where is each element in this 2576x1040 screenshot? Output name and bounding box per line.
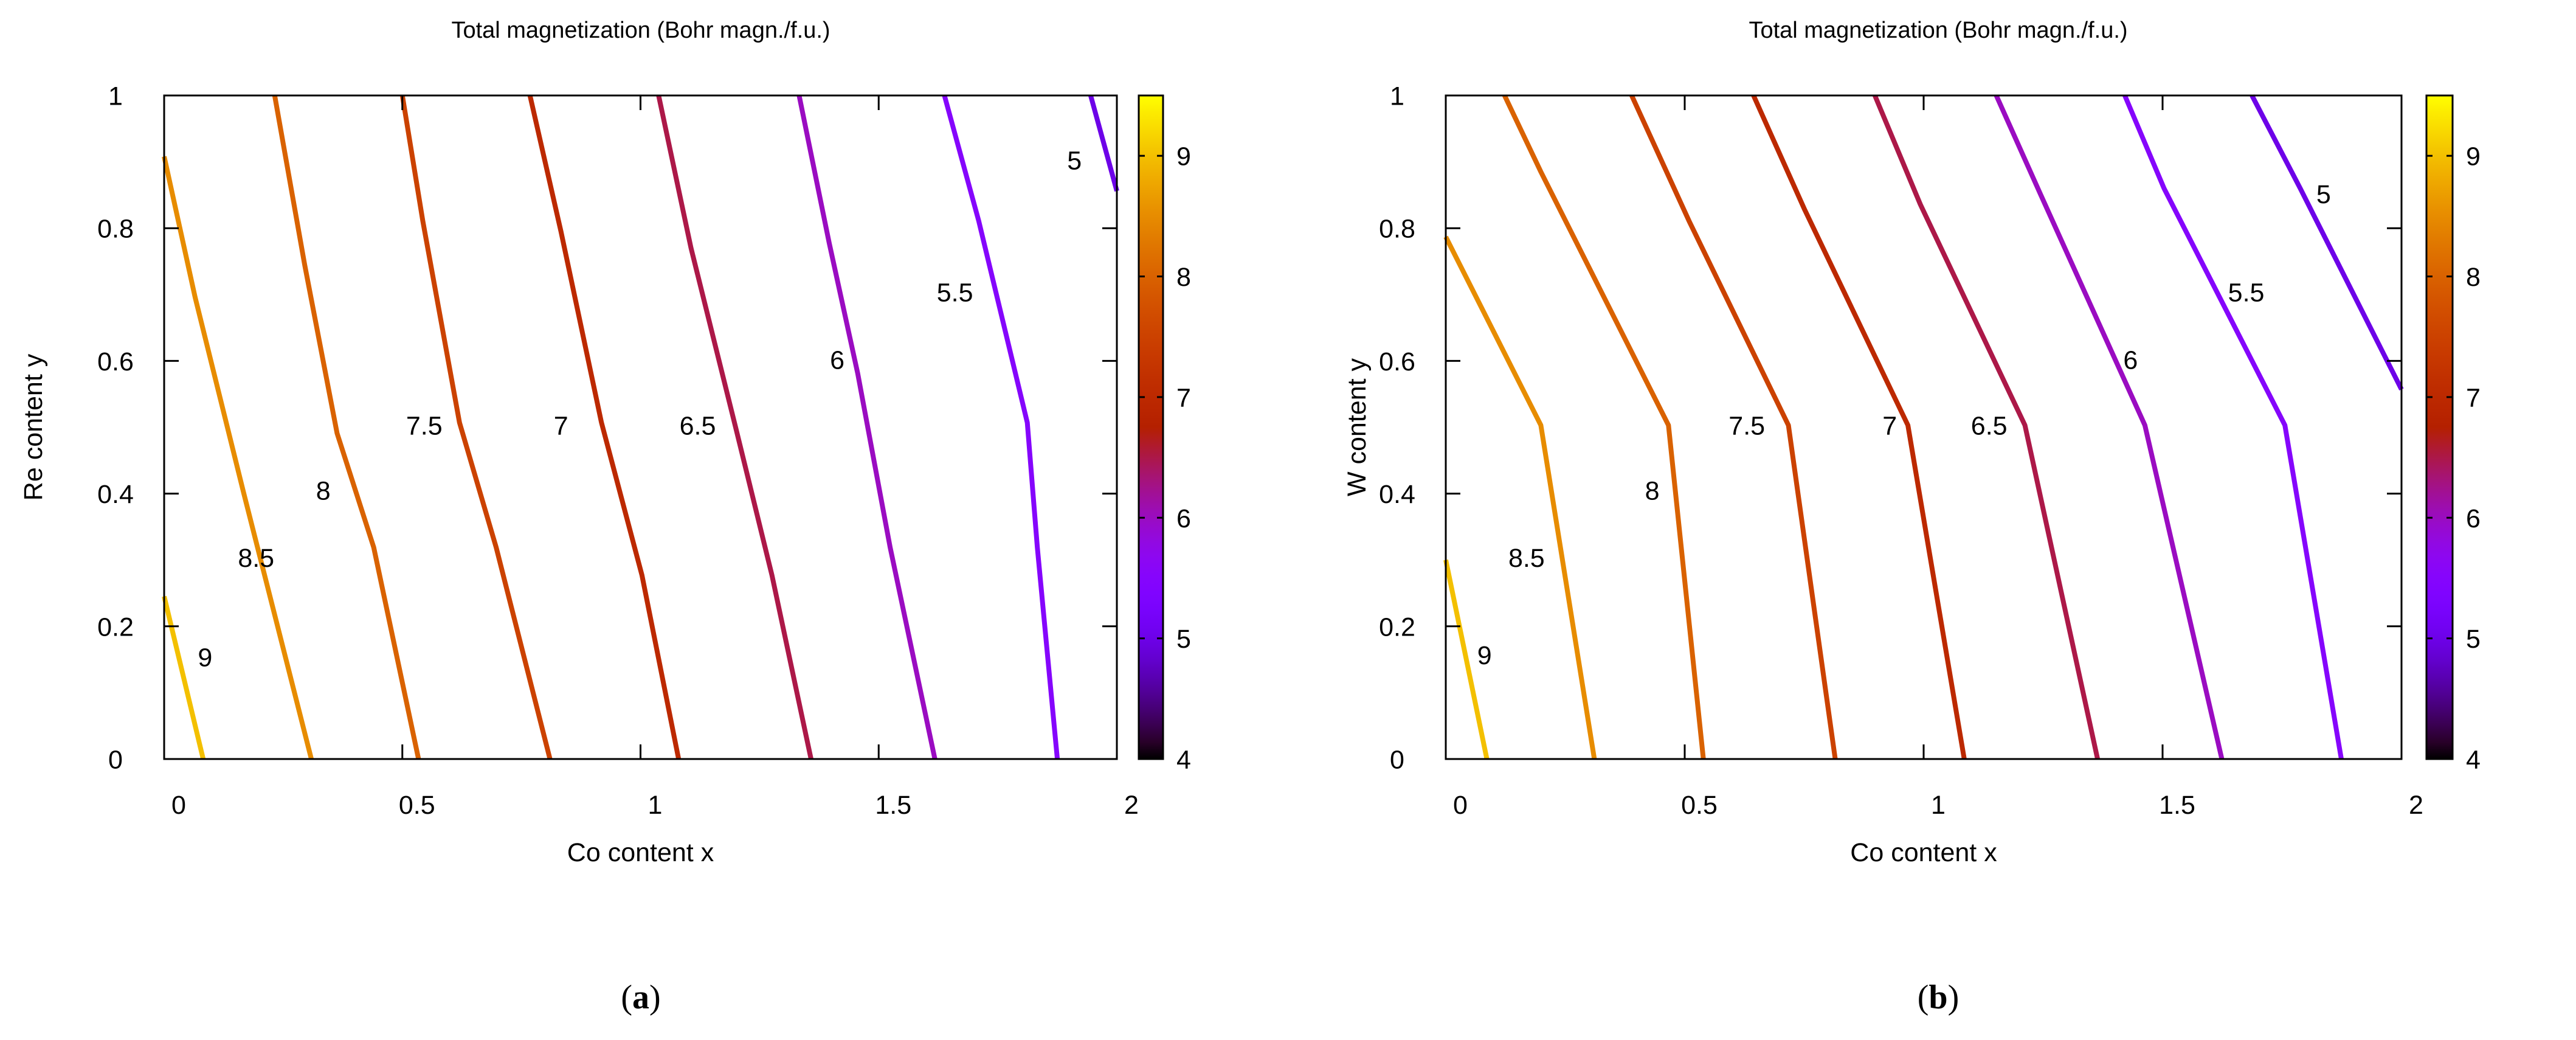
colorbar-tick-label: 7 [1176,383,1191,412]
plot-panel-b: Total magnetization (Bohr magn./f.u.) 9 8.… [1342,18,2481,1016]
contour-line-5.5 [2122,94,2344,760]
panel-caption: (a) [621,979,660,1016]
plot-panel-a: Total magnetization (Bohr magn./f.u.) 9 8.… [19,18,1191,1016]
y-tick-label: 0.8 [1379,215,1415,244]
x-tick-label: 1 [1931,791,1946,820]
contour-label: 8 [1645,477,1660,506]
y-tick-label: 1 [108,81,123,111]
contour-line-6 [796,95,938,760]
contour-line-6.5 [656,95,813,760]
y-tick-label: 0.4 [1379,480,1415,509]
x-axis-label: Co content x [1850,838,1997,867]
contour-label: 6.5 [1971,412,2008,441]
contour-line-9 [162,595,206,760]
colorbar-tick-label: 8 [2466,263,2481,292]
y-tick-label: 1 [1390,81,1404,111]
x-tick-label: 0 [1453,791,1468,820]
chart-title: Total magnetization (Bohr magn./f.u.) [451,18,830,43]
x-tick-label: 2 [1124,791,1139,820]
contour-label: 8.5 [238,544,274,573]
colorbar-tick-label: 4 [1176,745,1191,774]
colorbar-tick-label: 7 [2466,383,2481,412]
contour-label: 7.5 [1728,412,1765,441]
contour-line-9 [1443,559,1490,760]
chart-title: Total magnetization (Bohr magn./f.u.) [1749,18,2127,43]
contour-line-8 [272,95,421,760]
contour-line-8.5 [162,156,314,760]
x-tick-label: 0.5 [1681,791,1718,820]
x-tick-label: 0 [171,791,186,820]
contour-label: 6 [2123,346,2138,375]
y-tick-label: 0.2 [1379,612,1415,642]
colorbar-tick-label: 5 [2466,625,2481,654]
y-axis-label: W content y [1342,358,1372,496]
y-tick-label: 0.6 [1379,347,1415,376]
contour-line-8.5 [1443,235,1597,760]
contour-label: 5 [2316,180,2331,209]
panel-caption: (b) [1918,979,1959,1016]
contour-label: 6.5 [680,412,716,441]
contour-line-7.5 [1629,94,1838,760]
contour-label: 6 [830,346,844,375]
y-tick-label: 0.6 [97,347,134,376]
contour-label: 7.5 [406,412,443,441]
contour-line-7 [1751,94,1967,760]
contour-label: 7 [554,412,568,441]
contour-line-5 [2250,94,2404,391]
plot-frame [1445,94,2403,760]
contour-line-6 [1994,94,2225,760]
y-tick-label: 0 [1390,745,1404,774]
contour-label: 8.5 [1508,544,1545,573]
colorbar [1138,94,1164,760]
contour-label: 9 [1477,641,1492,670]
colorbar-tick-label: 5 [1176,625,1191,654]
y-tick-label: 0.8 [97,215,134,244]
y-tick-label: 0.2 [97,612,134,642]
colorbar-tick-label: 6 [1176,504,1191,533]
panel-label: b [1929,979,1947,1016]
colorbar-tick-label: 8 [1176,263,1191,292]
x-tick-label: 1 [648,791,663,820]
contour-line-8 [1502,94,1706,760]
contour-label: 5 [1067,146,1082,175]
contour-label: 7 [1882,412,1897,441]
x-tick-label: 1.5 [875,791,911,820]
colorbar [2425,94,2454,760]
panel-label: a [632,979,649,1016]
contour-line-5 [1088,94,1119,192]
colorbar-tick-label: 9 [2466,142,2481,172]
contour-label: 8 [316,477,331,506]
x-tick-label: 2 [2409,791,2423,820]
contour-line-7.5 [399,95,553,760]
y-axis-label: Re content y [19,353,48,501]
contour-label: 5.5 [937,278,973,307]
colorbar-tick-label: 9 [1176,142,1191,172]
colorbar-tick-label: 6 [2466,504,2481,533]
x-tick-label: 1.5 [2159,791,2195,820]
contour-line-6.5 [1873,94,2101,760]
x-axis-label: Co content x [567,838,714,867]
y-tick-label: 0 [108,745,123,774]
contour-label: 9 [198,643,212,672]
x-tick-label: 0.5 [399,791,435,820]
contour-line-5.5 [942,94,1060,760]
y-tick-label: 0.4 [97,480,134,509]
contour-line-7 [527,95,682,760]
contour-label: 5.5 [2228,278,2265,307]
colorbar-tick-label: 4 [2466,745,2481,774]
